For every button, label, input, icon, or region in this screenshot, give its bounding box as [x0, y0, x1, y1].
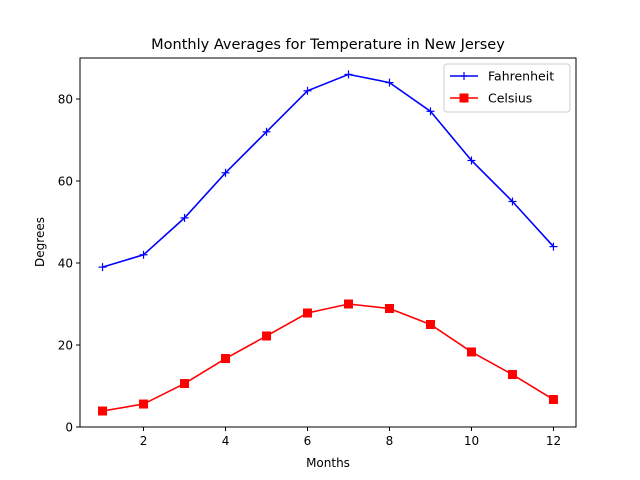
data-point-celsius: [343, 299, 353, 309]
x-tick-label: 12: [546, 434, 561, 448]
data-point-celsius: [384, 304, 394, 314]
x-axis-ticks: 2 4 6 8 10 12: [140, 427, 561, 448]
x-tick-label: 4: [222, 434, 230, 448]
plot-area-frame: [79, 57, 577, 428]
data-point-celsius: [180, 379, 190, 389]
data-point-fahrenheit: [426, 107, 435, 116]
data-point-fahrenheit: [385, 78, 394, 87]
series-celsius: [98, 299, 558, 416]
y-tick-label: 60: [58, 175, 73, 189]
legend-entry-celsius: Celsius: [450, 91, 532, 106]
data-point-celsius: [221, 354, 231, 364]
data-point-celsius: [98, 406, 108, 416]
chart-title: Monthly Averages for Temperature in New …: [151, 37, 505, 53]
data-point-fahrenheit: [139, 250, 148, 259]
y-tick-label: 20: [58, 339, 73, 353]
data-point-celsius: [139, 399, 149, 409]
y-axis-label: Degrees: [33, 217, 47, 267]
data-point-fahrenheit: [467, 156, 476, 165]
legend: Fahrenheit Celsius: [443, 63, 571, 113]
data-point-fahrenheit: [221, 168, 230, 177]
x-tick-label: 2: [140, 434, 148, 448]
data-point-fahrenheit: [180, 213, 189, 222]
series-layer: [98, 70, 558, 416]
x-axis-label: Months: [306, 456, 350, 470]
legend-label-fahrenheit: Fahrenheit: [488, 69, 554, 84]
data-point-celsius: [507, 370, 517, 380]
y-axis-ticks: 0 20 40 60 80: [58, 93, 80, 435]
legend-label-celsius: Celsius: [488, 91, 532, 106]
data-point-fahrenheit: [262, 127, 271, 136]
y-tick-label: 40: [58, 257, 73, 271]
data-point-celsius: [262, 331, 272, 341]
data-point-celsius: [548, 395, 558, 405]
x-tick-label: 8: [386, 434, 394, 448]
data-point-fahrenheit: [549, 242, 558, 251]
data-point-fahrenheit: [303, 86, 312, 95]
x-tick-label: 6: [304, 434, 312, 448]
legend-marker-celsius: [459, 93, 469, 103]
series-fahrenheit: [98, 70, 558, 272]
data-point-celsius: [466, 347, 476, 357]
x-tick-label: 10: [464, 434, 479, 448]
data-point-celsius: [303, 308, 313, 318]
legend-marker-fahrenheit: [460, 72, 468, 80]
y-tick-label: 80: [58, 93, 73, 107]
series-line-celsius: [102, 303, 554, 412]
data-point-fahrenheit: [508, 197, 517, 206]
data-point-fahrenheit: [344, 70, 353, 79]
y-tick-label: 0: [65, 421, 73, 435]
data-point-celsius: [425, 320, 435, 329]
series-line-fahrenheit: [102, 73, 555, 268]
data-point-fahrenheit: [98, 263, 107, 272]
legend-entry-fahrenheit: Fahrenheit: [450, 69, 554, 84]
